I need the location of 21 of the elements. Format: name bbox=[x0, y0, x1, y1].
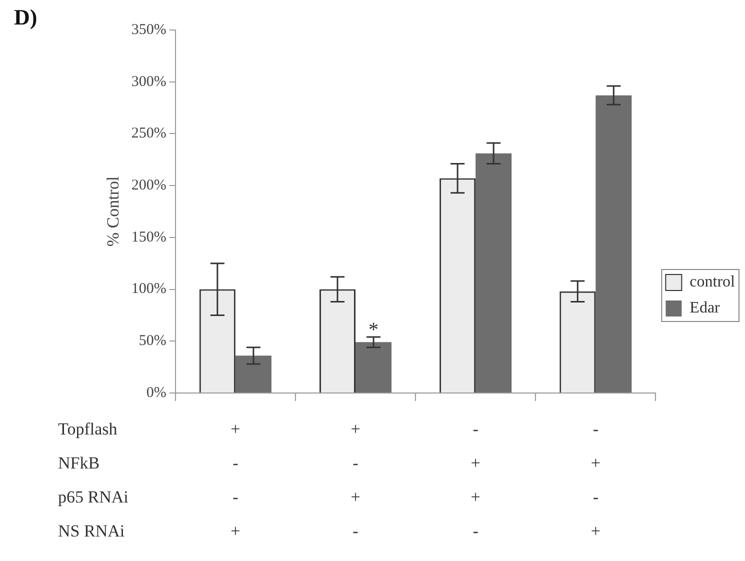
text: NS RNAi bbox=[58, 521, 125, 540]
y-tick-label: 150% bbox=[131, 229, 166, 246]
x-tick-label: + - - + bbox=[230, 419, 240, 540]
y-tick-label: 250% bbox=[131, 126, 166, 142]
x-tick-label: - + - + bbox=[590, 419, 600, 540]
y-tick-label: 0% bbox=[146, 384, 166, 401]
x-tick-label: + - + - bbox=[350, 419, 360, 540]
y-tick-label: 50% bbox=[138, 333, 166, 350]
annotation: * bbox=[368, 319, 379, 342]
chart-title: D) bbox=[14, 4, 38, 30]
y-tick-label: 300% bbox=[131, 74, 166, 90]
x-tick-label: - + + - bbox=[470, 419, 480, 540]
y-tick-label: 100% bbox=[131, 281, 166, 298]
text: p65 RNAi bbox=[58, 487, 129, 506]
y-axis-title: % Control bbox=[104, 176, 123, 247]
text: Topflash bbox=[58, 419, 118, 438]
y-tick-label: 350% bbox=[131, 22, 166, 38]
text: NFkB bbox=[58, 453, 100, 472]
legend-label: control bbox=[690, 274, 736, 291]
legend-label: Edar bbox=[690, 300, 721, 317]
y-tick-label: 200% bbox=[131, 178, 166, 194]
